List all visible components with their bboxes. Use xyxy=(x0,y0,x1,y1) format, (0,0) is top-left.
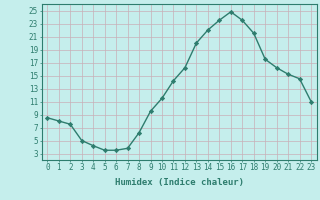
X-axis label: Humidex (Indice chaleur): Humidex (Indice chaleur) xyxy=(115,178,244,187)
